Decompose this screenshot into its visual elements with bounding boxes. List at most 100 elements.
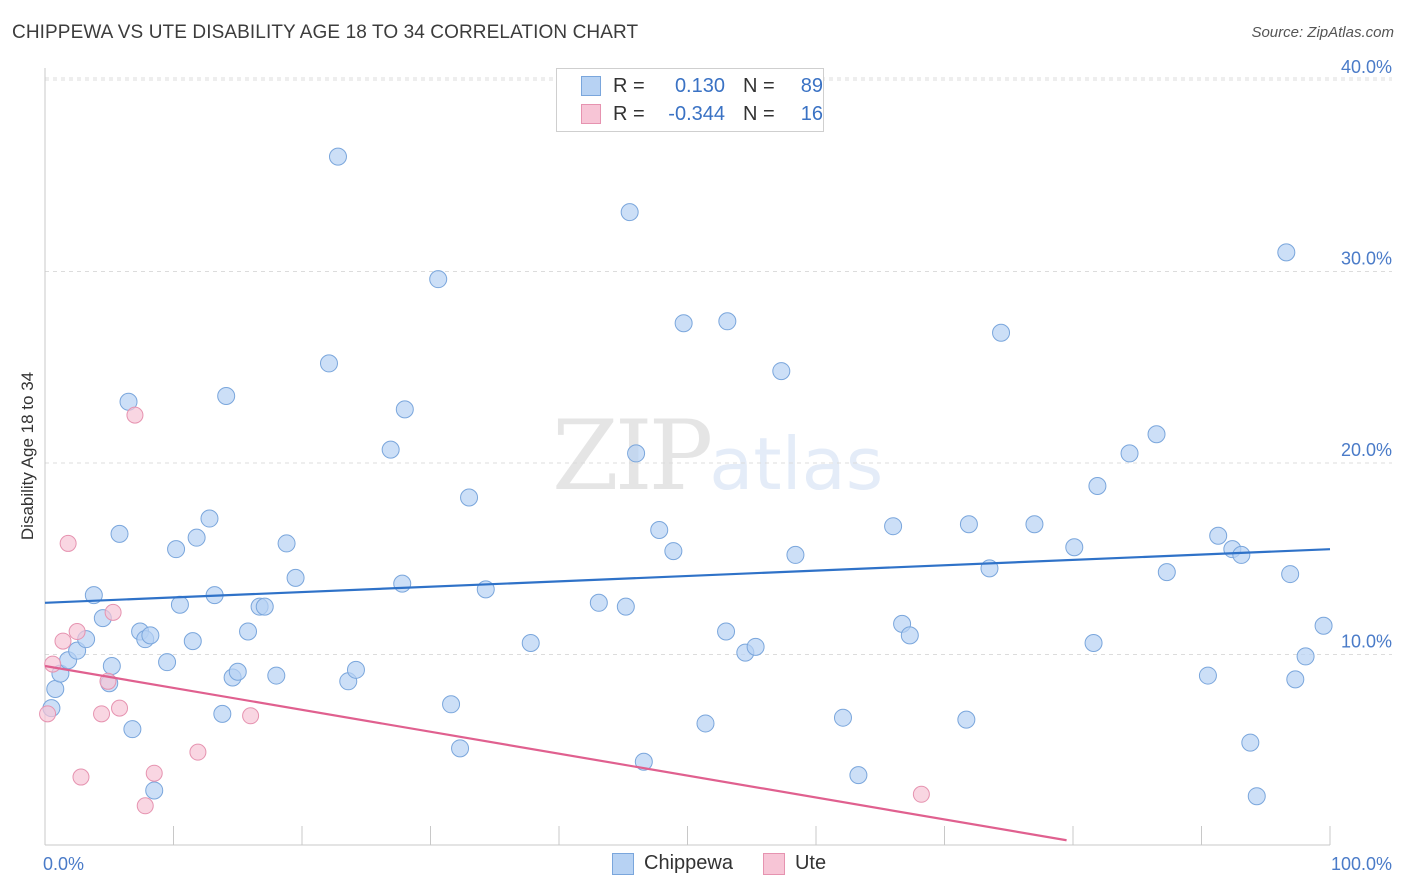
ute-point <box>59 534 77 552</box>
legend-n-value: 89 <box>800 74 823 97</box>
chippewa-point <box>589 593 608 612</box>
legend-swatch-chippewa <box>612 852 634 875</box>
chippewa-point <box>319 354 338 373</box>
chippewa-point <box>1157 563 1176 582</box>
series-legend: Chippewa Ute <box>612 852 856 875</box>
y-axis-label: Disability Age 18 to 34 <box>18 372 37 540</box>
chippewa-point <box>1147 425 1166 444</box>
chippewa-point <box>674 314 693 333</box>
y-tick-label: 30.0% <box>1341 249 1392 269</box>
chippewa-point <box>84 586 103 605</box>
chippewa-point <box>167 540 186 559</box>
chippewa-point <box>123 720 142 739</box>
chippewa-point <box>102 656 121 675</box>
chippewa-point <box>1241 733 1260 752</box>
legend-swatch-ute <box>762 852 785 875</box>
chippewa-point <box>217 386 236 405</box>
axis-labels: 10.0% 20.0% 30.0% 40.0% 0.0% 100.0% Disability… <box>18 57 1392 874</box>
ute-point <box>104 603 122 621</box>
trend-lines <box>44 548 1331 842</box>
x-tick-label: 0.0% <box>43 854 84 874</box>
legend-n-value: 16 <box>800 102 823 125</box>
ute-point <box>72 768 90 786</box>
chippewa-point <box>833 708 852 727</box>
chippewa-point <box>957 710 976 729</box>
chippewa-point <box>1088 476 1107 495</box>
chippewa-point <box>328 147 347 166</box>
chippewa-point <box>1296 647 1315 666</box>
chippewa-point <box>650 521 669 540</box>
chippewa-point <box>696 714 715 733</box>
chippewa-point <box>849 766 868 785</box>
grid-lines <box>45 77 1392 655</box>
chippewa-point <box>884 517 903 536</box>
chippewa-point <box>200 509 219 528</box>
chippewa-point <box>395 400 414 419</box>
ute-point <box>44 655 62 673</box>
legend-n-label: N = <box>743 102 775 125</box>
ute-point <box>126 406 144 424</box>
legend-row-ute: R = -0.344 N = 16 <box>581 100 823 128</box>
chippewa-point <box>746 637 765 656</box>
chippewa-point <box>959 515 978 534</box>
legend-r-value: 0.130 <box>674 74 725 97</box>
chippewa-point <box>1281 565 1300 584</box>
chippewa-point <box>718 312 737 331</box>
chippewa-point <box>239 622 258 641</box>
chippewa-point <box>1025 515 1044 534</box>
series-chippewa-points <box>42 147 1333 806</box>
chippewa-point <box>460 488 479 507</box>
chippewa-point <box>1314 616 1333 635</box>
y-tick-label: 10.0% <box>1341 632 1392 652</box>
watermark-atlas: atlas <box>709 422 884 506</box>
ute-point <box>68 623 86 641</box>
ute-point <box>39 705 57 723</box>
chippewa-point <box>1198 666 1217 685</box>
ute-point <box>136 797 154 815</box>
chippewa-point <box>627 444 646 463</box>
chippewa-point <box>110 524 129 543</box>
legend-label-chippewa: Chippewa <box>644 852 733 874</box>
chippewa-point <box>393 574 412 593</box>
ute-point <box>189 743 207 761</box>
chart-title: CHIPPEWA VS UTE DISABILITY AGE 18 TO 34 … <box>12 22 639 43</box>
chippewa-point <box>170 595 189 614</box>
chippewa-point <box>277 534 296 553</box>
ute-point <box>93 705 111 723</box>
chippewa-point <box>381 440 400 459</box>
chippewa-point <box>46 679 65 698</box>
legend-item-chippewa[interactable]: Chippewa <box>612 852 733 875</box>
chippewa-point <box>1209 526 1228 545</box>
y-tick-label: 40.0% <box>1341 57 1392 77</box>
legend-r-label: R = <box>613 102 645 125</box>
chippewa-point <box>1084 634 1103 653</box>
chippewa-point <box>1232 545 1251 564</box>
legend-item-ute[interactable]: Ute <box>762 852 826 875</box>
chippewa-point <box>1065 538 1084 557</box>
chippewa-point <box>616 597 635 616</box>
chippewa-point <box>228 662 247 681</box>
ute-point <box>145 764 163 782</box>
chippewa-point <box>183 632 202 651</box>
chippewa-point <box>255 597 274 616</box>
legend-swatch-chippewa <box>581 76 601 96</box>
ute-point <box>111 699 129 717</box>
y-tick-label: 20.0% <box>1341 440 1392 460</box>
chippewa-point <box>141 626 160 645</box>
chippewa-point <box>187 528 206 547</box>
chippewa-point <box>213 704 232 723</box>
source-label: Source: ZipAtlas.com <box>1251 24 1394 41</box>
chippewa-point <box>429 270 448 289</box>
chippewa-point <box>1120 444 1139 463</box>
legend-row-chippewa: R = 0.130 N = 89 <box>581 72 823 100</box>
chippewa-point <box>992 323 1011 342</box>
watermark: ZIPatlas <box>552 400 883 512</box>
chippewa-point <box>664 542 683 561</box>
correlation-legend: R = 0.130 N = 89 R = -0.344 N = 16 <box>556 68 824 132</box>
chippewa-trend-line <box>44 548 1331 604</box>
chippewa-point <box>346 660 365 679</box>
chippewa-point <box>442 695 461 714</box>
chippewa-point <box>267 666 286 685</box>
ute-trend-line <box>44 664 1067 842</box>
